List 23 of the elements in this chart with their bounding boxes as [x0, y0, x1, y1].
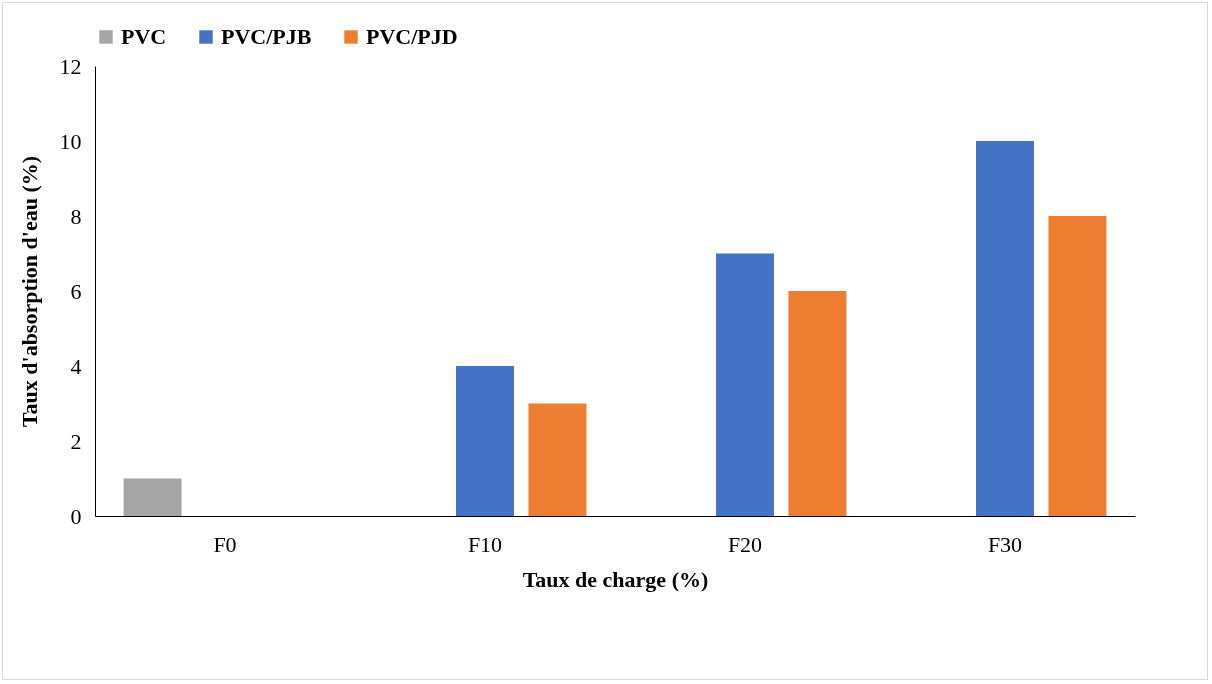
y-tick-label: 0 — [70, 503, 82, 529]
bar — [456, 366, 514, 516]
x-axis-title: Taux de charge (%) — [522, 566, 709, 592]
y-tick-label: 10 — [59, 128, 82, 154]
bar — [716, 253, 774, 516]
y-axis-title: Taux d'absorption d'eau (%) — [16, 155, 42, 428]
y-tick-label: 4 — [70, 353, 82, 379]
bar — [788, 291, 847, 516]
y-tick-label: 2 — [70, 428, 82, 454]
legend-label: PVC/PJD — [366, 24, 458, 49]
y-tick-label: 6 — [70, 278, 82, 304]
x-tick-label: F20 — [727, 531, 763, 557]
bar — [528, 403, 587, 516]
bar — [976, 141, 1034, 516]
bar — [1048, 216, 1107, 516]
y-tick-label: 8 — [70, 203, 82, 229]
y-tick-label: 12 — [59, 53, 82, 79]
x-tick-label: F0 — [213, 531, 237, 557]
bar — [123, 478, 182, 516]
x-tick-label: F10 — [467, 531, 503, 557]
legend-label: PVC — [121, 24, 167, 49]
legend-label: PVC/PJB — [221, 24, 312, 49]
x-tick-label: F30 — [987, 531, 1023, 557]
